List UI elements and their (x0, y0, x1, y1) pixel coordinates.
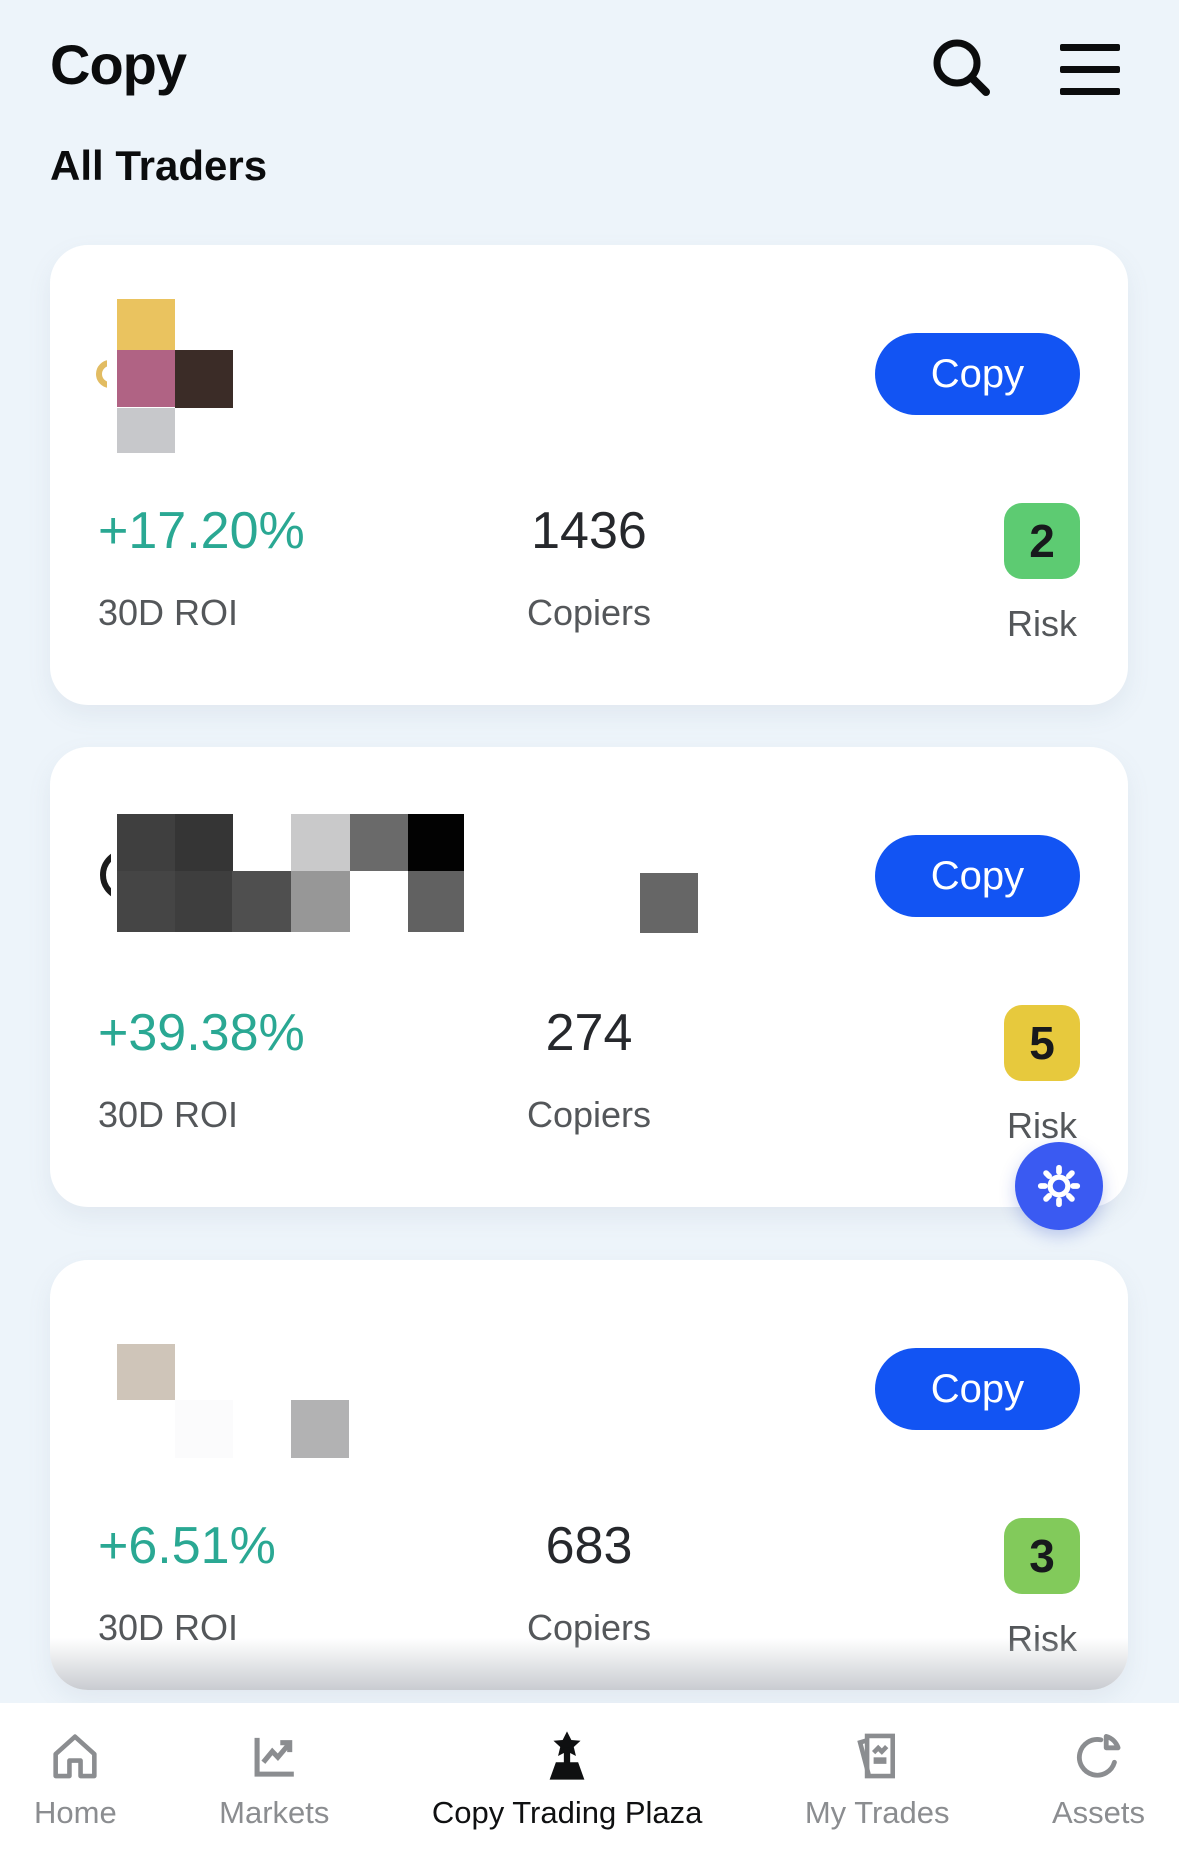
trader-card[interactable]: Copy +6.51% 30D ROI 683 Copiers 3 Risk (50, 1260, 1128, 1690)
gear-icon (1034, 1161, 1084, 1211)
search-icon[interactable] (928, 34, 996, 102)
nav-item-copy-trading-plaza[interactable]: Copy Trading Plaza (432, 1727, 702, 1864)
roi-label: 30D ROI (98, 1094, 239, 1136)
bottom-navigation: Home Markets Copy Trading Plaza (0, 1703, 1179, 1864)
risk-label: Risk (1007, 1105, 1077, 1146)
my-trades-icon (848, 1727, 906, 1785)
roi-value: +39.38% (98, 1004, 305, 1062)
home-icon (46, 1727, 104, 1785)
copiers-label: Copiers (526, 592, 652, 634)
hamburger-menu-icon[interactable] (1056, 42, 1124, 98)
nav-item-markets[interactable]: Markets (219, 1727, 329, 1864)
nav-item-my-trades[interactable]: My Trades (805, 1727, 950, 1864)
copiers-value: 683 (545, 1517, 633, 1575)
copiers-label: Copiers (526, 1607, 652, 1649)
assets-icon (1069, 1727, 1127, 1785)
nav-item-home[interactable]: Home (34, 1727, 117, 1864)
copy-trading-plaza-icon (538, 1727, 596, 1785)
markets-icon (245, 1727, 303, 1785)
trader-stats: +17.20% 30D ROI 1436 Copiers 2 Risk (98, 502, 1080, 645)
trader-stats: +39.38% 30D ROI 274 Copiers 5 Risk (98, 1004, 1080, 1147)
trader-card[interactable]: Copy +39.38% 30D ROI 274 Copiers 5 Risk (50, 747, 1128, 1207)
copy-button[interactable]: Copy (875, 835, 1080, 917)
copy-button[interactable]: Copy (875, 333, 1080, 415)
roi-label: 30D ROI (98, 1607, 239, 1649)
risk-badge: 3 (1004, 1518, 1080, 1594)
trader-name-redacted (50, 245, 1128, 705)
settings-fab[interactable] (1015, 1142, 1103, 1230)
copiers-value: 274 (545, 1004, 633, 1062)
copy-button[interactable]: Copy (875, 1348, 1080, 1430)
page-title: Copy (50, 33, 187, 96)
copiers-value: 1436 (531, 502, 647, 560)
trader-name-redacted (50, 747, 1128, 1207)
roi-value: +17.20% (98, 502, 305, 560)
risk-label: Risk (1007, 603, 1077, 644)
copiers-label: Copiers (526, 1094, 652, 1136)
trader-name-redacted (50, 1260, 1128, 1690)
trader-stats: +6.51% 30D ROI 683 Copiers 3 Risk (98, 1517, 1080, 1660)
trader-card[interactable]: Copy +17.20% 30D ROI 1436 Copiers 2 Risk (50, 245, 1128, 705)
risk-badge: 2 (1004, 503, 1080, 579)
risk-label: Risk (1007, 1618, 1077, 1659)
nav-item-assets[interactable]: Assets (1052, 1727, 1145, 1864)
risk-badge: 5 (1004, 1005, 1080, 1081)
roi-value: +6.51% (98, 1517, 276, 1575)
section-title: All Traders (50, 142, 268, 189)
roi-label: 30D ROI (98, 592, 239, 634)
